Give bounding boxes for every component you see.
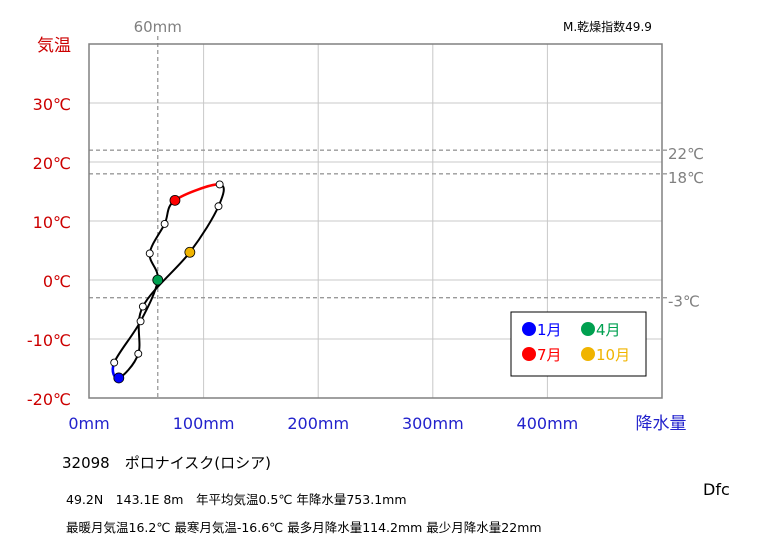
y-tick-label: -10℃	[27, 331, 71, 350]
month-point	[138, 302, 147, 311]
y-tick-label: 0℃	[43, 272, 71, 291]
legend-label: 1月	[537, 321, 562, 339]
climate-curve-segment	[139, 279, 159, 322]
month-point	[160, 219, 169, 228]
legend-label: 7月	[537, 346, 562, 364]
month-point-highlight	[113, 372, 125, 384]
dryness-index: M.乾燥指数49.9	[563, 20, 652, 34]
y-tick-label: 30℃	[33, 95, 71, 114]
reference-label-temp: 22℃	[668, 145, 704, 163]
x-axis-title: 降水量	[636, 414, 687, 434]
legend-marker	[522, 322, 536, 336]
legend-label: 10月	[596, 346, 630, 364]
y-tick-label: 20℃	[33, 154, 71, 173]
month-point	[110, 358, 119, 367]
legend-marker	[581, 347, 595, 361]
station-info-line2: 最暖月気温16.2℃ 最寒月気温-16.6℃ 最多月降水量114.2mm 最少月…	[66, 520, 542, 535]
climate-class: Dfc	[703, 480, 730, 499]
x-tick-label: 400mm	[517, 414, 579, 433]
month-point	[214, 202, 223, 211]
reference-label-temp: 18℃	[668, 169, 704, 187]
climate-curve-segment	[137, 306, 144, 355]
y-tick-label: -20℃	[27, 390, 71, 409]
x-tick-label: 0mm	[68, 414, 109, 433]
climate-curve-segment	[189, 205, 220, 253]
legend-marker	[581, 322, 595, 336]
month-point-highlight	[152, 274, 164, 286]
x-tick-label: 200mm	[287, 414, 349, 433]
month-point-highlight	[184, 246, 196, 258]
reference-label-temp: -3℃	[668, 293, 700, 311]
climate-curve-segment	[141, 251, 191, 308]
climate-curve-segment	[174, 183, 220, 202]
legend-marker	[522, 347, 536, 361]
x-tick-label: 300mm	[402, 414, 464, 433]
month-point	[134, 349, 143, 358]
legend-box	[510, 311, 647, 377]
plot-frame	[88, 43, 663, 399]
month-point	[145, 249, 154, 258]
station-info-line1: 49.2N 143.1E 8m 年平均気温0.5℃ 年降水量753.1mm	[66, 492, 407, 507]
reference-label-precip: 60mm	[134, 18, 182, 36]
legend-label: 4月	[596, 321, 621, 339]
x-tick-label: 100mm	[173, 414, 235, 433]
month-point-highlight	[169, 194, 181, 206]
station-title: 32098 ポロナイスク(ロシア)	[62, 454, 271, 472]
y-tick-label: 10℃	[33, 213, 71, 232]
month-point	[136, 317, 145, 326]
y-axis-title: 気温	[37, 36, 71, 56]
climograph: 60mm 22℃ 18℃ -3℃ -20℃ -10℃ 0℃ 10℃ 20℃ 30℃ 気温 0mm 100…	[27, 18, 704, 434]
month-point	[215, 180, 224, 189]
